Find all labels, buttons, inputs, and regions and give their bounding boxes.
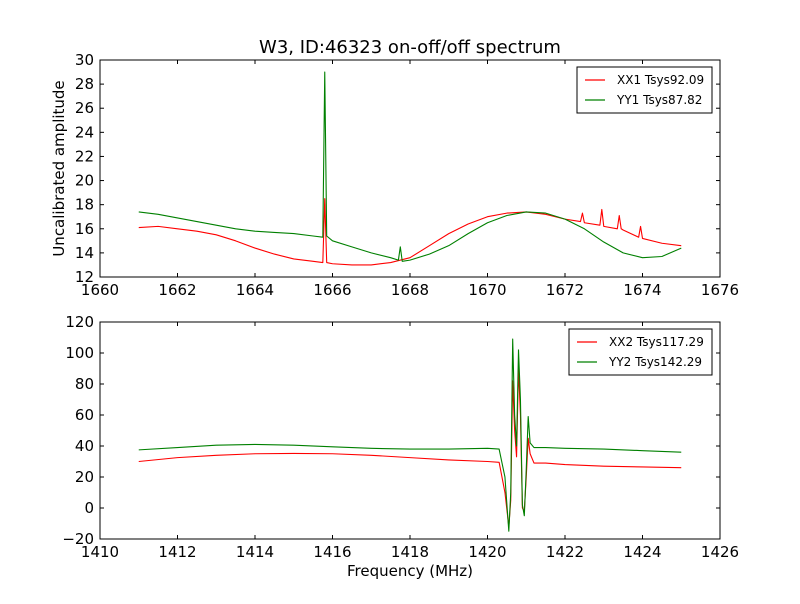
- y-tick-label-2-1: 0: [84, 499, 94, 517]
- y-tick-label-1-3: 18: [75, 196, 94, 214]
- y-tick-label-2-5: 80: [75, 375, 94, 393]
- y-tick-label-1-9: 30: [75, 51, 94, 69]
- x-tick-label-2-1: 1412: [158, 543, 196, 561]
- series-line-1-2: [138, 71, 682, 262]
- y-tick-label-2-6: 100: [65, 344, 94, 362]
- y-tick-label-2-7: 120: [65, 313, 94, 331]
- x-tick-label-1-2: 1664: [236, 281, 274, 299]
- y-axis-label-1: Uncalibrated amplitude: [50, 80, 68, 256]
- y-tick-label-1-2: 16: [75, 220, 94, 238]
- series-line-2-1: [138, 367, 682, 528]
- x-tick-label-2-8: 1426: [701, 543, 739, 561]
- x-tick-label-1-7: 1674: [623, 281, 661, 299]
- x-tick-label-1-6: 1672: [546, 281, 584, 299]
- x-tick-label-2-3: 1416: [313, 543, 351, 561]
- x-tick-label-2-2: 1414: [236, 543, 274, 561]
- x-tick-label-2-6: 1422: [546, 543, 584, 561]
- series-line-2-2: [138, 338, 682, 532]
- legend-label-1-1: XX1 Tsys92.09: [617, 73, 704, 87]
- legend-box-2: [568, 328, 713, 376]
- x-tick-label-1-3: 1666: [313, 281, 351, 299]
- y-tick-label-2-0: −20: [62, 530, 94, 548]
- x-tick-label-2-0: 1410: [81, 543, 119, 561]
- y-tick-label-1-1: 14: [75, 244, 94, 262]
- y-tick-label-1-0: 12: [75, 268, 94, 286]
- y-tick-label-1-6: 24: [75, 123, 94, 141]
- y-tick-label-2-3: 40: [75, 437, 94, 455]
- legend-label-2-1: XX2 Tsys117.29: [609, 335, 704, 349]
- series-line-1-1: [138, 198, 682, 266]
- legend-label-2-2: YY2 Tsys142.29: [608, 355, 702, 369]
- x-tick-label-2-7: 1424: [623, 543, 661, 561]
- x-axis-label-2: Frequency (MHz): [347, 562, 473, 580]
- y-tick-label-1-5: 22: [75, 147, 94, 165]
- y-tick-label-1-4: 20: [75, 172, 94, 190]
- legend-label-1-2: YY1 Tsys87.82: [616, 93, 702, 107]
- x-tick-label-1-8: 1676: [701, 281, 739, 299]
- y-tick-label-1-8: 28: [75, 75, 94, 93]
- legend-box-1: [576, 66, 713, 114]
- x-tick-label-1-5: 1670: [468, 281, 506, 299]
- x-tick-label-1-0: 1660: [81, 281, 119, 299]
- x-tick-label-2-4: 1418: [391, 543, 429, 561]
- y-tick-label-1-7: 26: [75, 99, 94, 117]
- chart-title-1: W3, ID:46323 on-off/off spectrum: [259, 37, 561, 58]
- y-tick-label-2-2: 20: [75, 468, 94, 486]
- y-tick-label-2-4: 60: [75, 406, 94, 424]
- x-tick-label-1-1: 1662: [158, 281, 196, 299]
- x-tick-label-1-4: 1668: [391, 281, 429, 299]
- x-tick-label-2-5: 1420: [468, 543, 506, 561]
